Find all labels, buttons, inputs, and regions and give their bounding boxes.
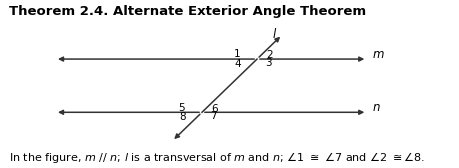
Text: 3: 3 <box>265 58 272 68</box>
Text: 6: 6 <box>211 104 218 114</box>
Text: $n$: $n$ <box>372 101 381 114</box>
Text: $l$: $l$ <box>273 27 278 41</box>
Text: 7: 7 <box>210 111 217 121</box>
Text: $m$: $m$ <box>372 48 385 61</box>
Text: 2: 2 <box>266 50 273 60</box>
Text: In the figure, $m$ // $n$; $l$ is a transversal of $m$ and $n$; $\angle$1 $\cong: In the figure, $m$ // $n$; $l$ is a tran… <box>9 150 425 165</box>
Text: 5: 5 <box>179 103 185 113</box>
Text: 8: 8 <box>180 112 186 122</box>
Text: 1: 1 <box>234 49 240 59</box>
Text: Theorem 2.4. Alternate Exterior Angle Theorem: Theorem 2.4. Alternate Exterior Angle Th… <box>9 5 366 18</box>
Text: 4: 4 <box>235 59 241 69</box>
